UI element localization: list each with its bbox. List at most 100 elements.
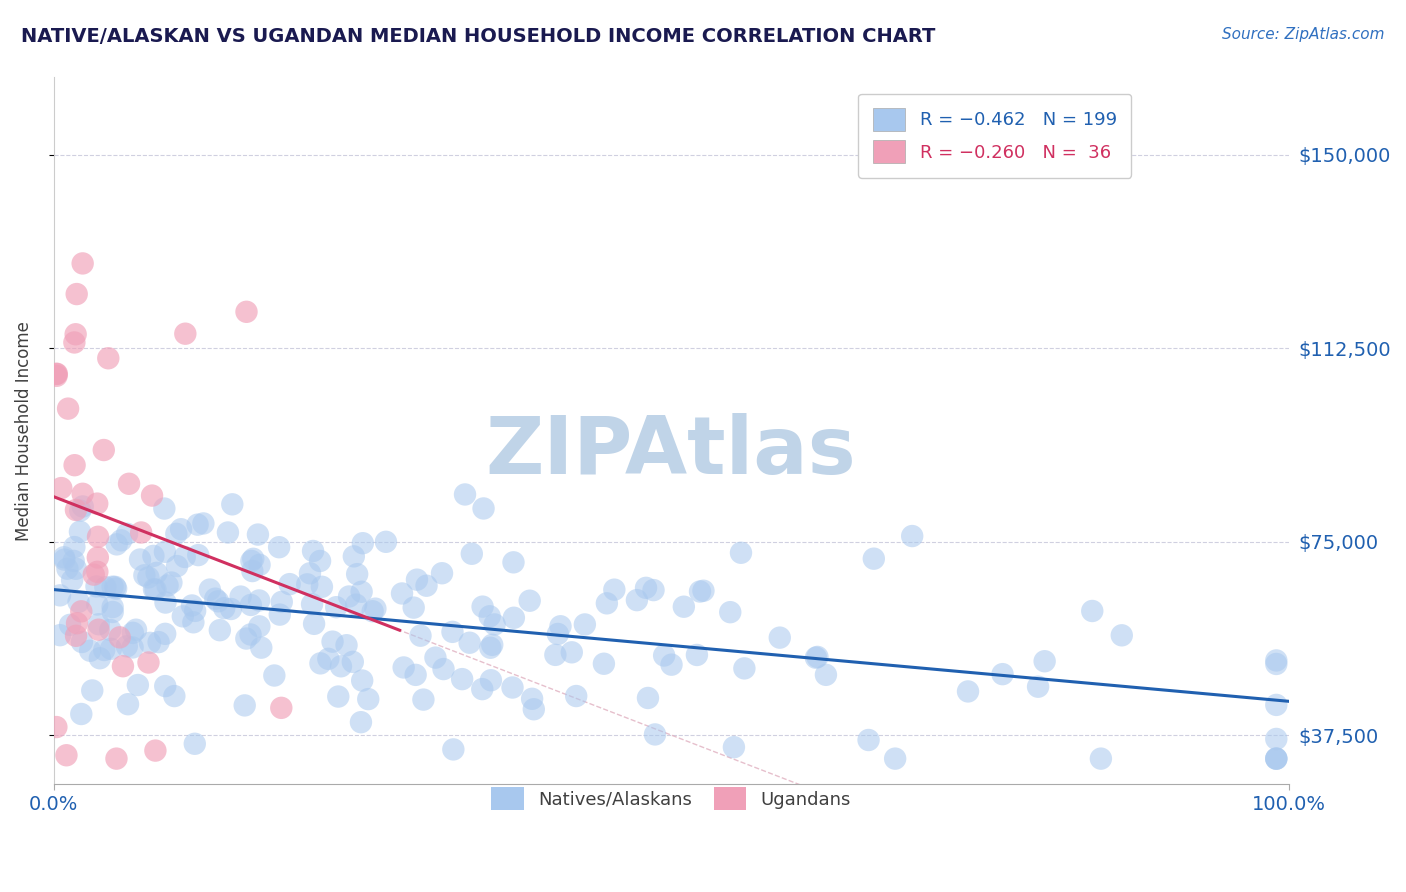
Point: [478, 609, 501, 624]
Point: [814, 668, 837, 682]
Point: [105, 582, 128, 596]
Point: [402, 600, 425, 615]
Point: [357, 692, 380, 706]
Point: [471, 682, 494, 697]
Point: [139, 636, 162, 650]
Point: [56, 401, 79, 416]
Point: [391, 586, 413, 600]
Point: [51, 481, 73, 495]
Point: [344, 598, 367, 612]
Point: [87, 550, 110, 565]
Point: [325, 600, 347, 615]
Point: [97, 351, 120, 366]
Point: [121, 640, 143, 655]
Point: [208, 623, 231, 637]
Point: [247, 593, 270, 607]
Point: [86, 598, 108, 612]
Point: [269, 540, 291, 554]
Point: [603, 582, 626, 597]
Point: [93, 643, 115, 657]
Point: [45, 368, 67, 383]
Point: [1081, 604, 1104, 618]
Point: [901, 529, 924, 543]
Point: [350, 584, 373, 599]
Point: [689, 584, 711, 599]
Point: [86, 565, 108, 579]
Point: [723, 740, 745, 755]
Point: [104, 580, 127, 594]
Point: [53, 552, 76, 566]
Point: [430, 566, 453, 581]
Point: [145, 582, 167, 597]
Point: [221, 497, 243, 511]
Point: [991, 667, 1014, 681]
Point: [172, 609, 194, 624]
Point: [626, 593, 648, 607]
Point: [89, 651, 111, 665]
Point: [153, 627, 176, 641]
Point: [593, 657, 616, 671]
Point: [858, 733, 880, 747]
Point: [405, 668, 427, 682]
Point: [270, 701, 292, 715]
Point: [240, 564, 263, 578]
Point: [471, 599, 494, 614]
Point: [269, 607, 291, 622]
Point: [63, 335, 86, 350]
Point: [70, 706, 93, 721]
Point: [1033, 654, 1056, 668]
Point: [309, 657, 332, 671]
Point: [187, 548, 209, 562]
Point: [65, 562, 87, 576]
Point: [1265, 751, 1288, 765]
Point: [862, 551, 884, 566]
Point: [661, 657, 683, 672]
Point: [550, 619, 572, 633]
Point: [100, 641, 122, 656]
Point: [129, 552, 152, 566]
Point: [596, 596, 619, 610]
Point: [309, 554, 332, 568]
Point: [127, 678, 149, 692]
Point: [165, 526, 187, 541]
Point: [219, 602, 242, 616]
Point: [481, 638, 503, 652]
Point: [70, 604, 93, 618]
Point: [59, 618, 82, 632]
Point: [263, 668, 285, 682]
Point: [311, 580, 333, 594]
Point: [643, 583, 665, 598]
Point: [328, 690, 350, 704]
Point: [520, 691, 543, 706]
Point: [502, 611, 524, 625]
Point: [337, 590, 360, 604]
Point: [565, 689, 588, 703]
Point: [184, 737, 207, 751]
Point: [163, 689, 186, 703]
Point: [233, 698, 256, 713]
Point: [155, 596, 177, 610]
Point: [350, 715, 373, 730]
Point: [484, 617, 506, 632]
Point: [170, 522, 193, 536]
Point: [637, 690, 659, 705]
Point: [330, 659, 353, 673]
Point: [198, 582, 221, 597]
Point: [692, 583, 714, 598]
Point: [239, 627, 262, 641]
Point: [301, 597, 323, 611]
Point: [343, 549, 366, 564]
Point: [94, 580, 117, 594]
Point: [235, 305, 257, 319]
Point: [55, 748, 77, 763]
Point: [412, 692, 434, 706]
Point: [441, 742, 464, 756]
Point: [322, 634, 344, 648]
Point: [207, 594, 229, 608]
Point: [672, 599, 695, 614]
Point: [108, 631, 131, 645]
Point: [297, 577, 319, 591]
Point: [166, 559, 188, 574]
Point: [86, 497, 108, 511]
Point: [1265, 698, 1288, 712]
